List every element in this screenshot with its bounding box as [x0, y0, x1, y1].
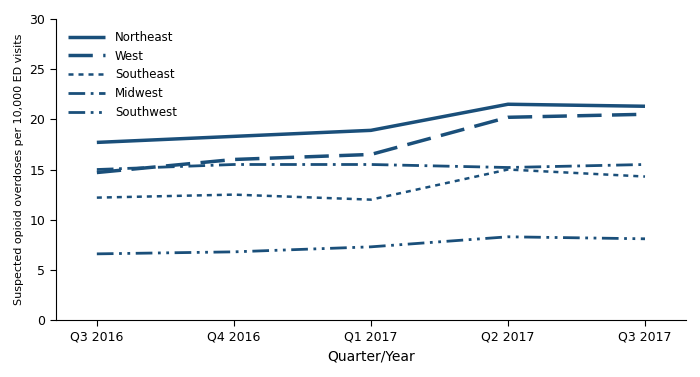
Legend: Northeast, West, Southeast, Midwest, Southwest: Northeast, West, Southeast, Midwest, Sou…	[62, 25, 183, 125]
Y-axis label: Suspected opioid overdoses per 10,000 ED visits: Suspected opioid overdoses per 10,000 ED…	[14, 34, 24, 305]
X-axis label: Quarter/Year: Quarter/Year	[327, 349, 415, 363]
